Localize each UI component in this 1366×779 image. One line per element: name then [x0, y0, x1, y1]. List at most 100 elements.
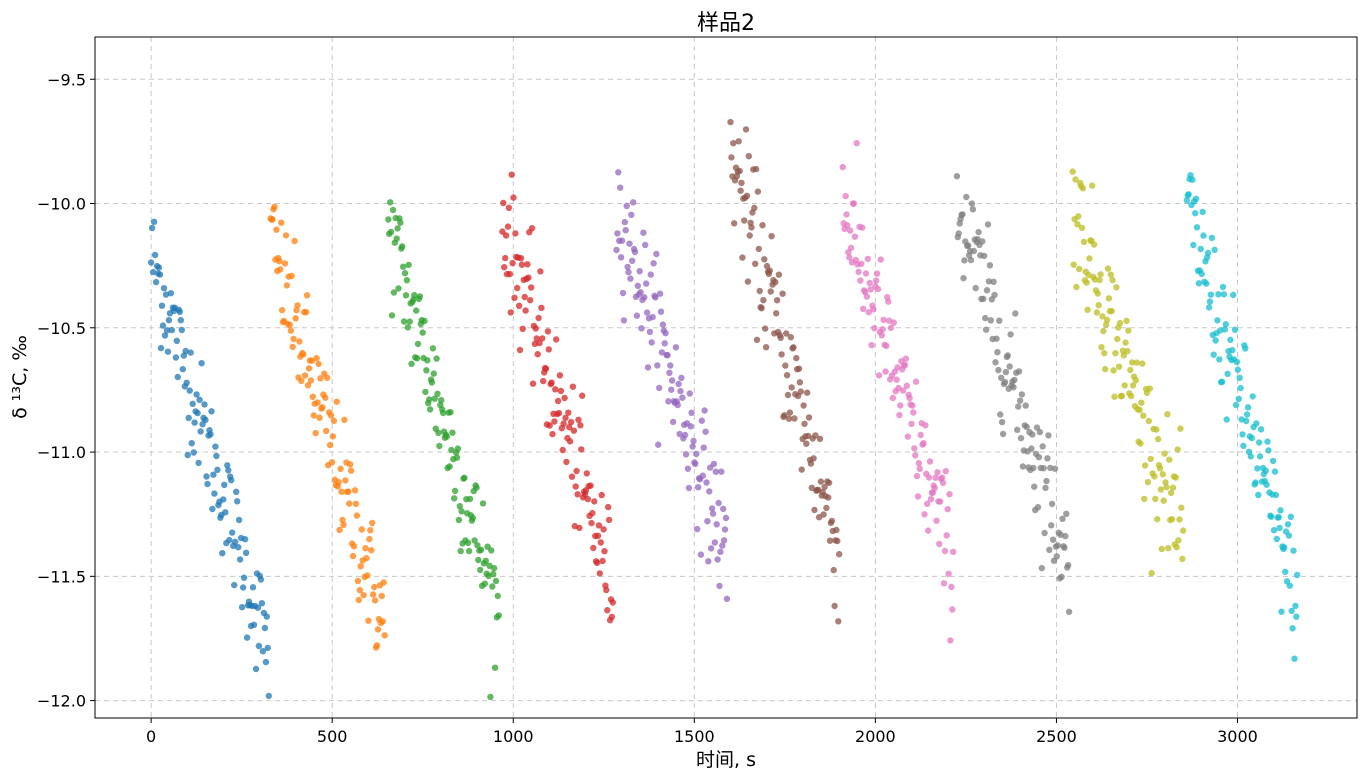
- data-point: [947, 637, 954, 644]
- data-point: [1089, 182, 1096, 189]
- data-point: [447, 409, 454, 416]
- data-point: [1065, 561, 1072, 569]
- data-point: [1030, 464, 1037, 472]
- data-point: [1204, 249, 1212, 257]
- data-point: [510, 194, 517, 201]
- data-point: [1058, 573, 1065, 580]
- data-point: [276, 258, 283, 265]
- data-point: [222, 509, 229, 516]
- data-point: [273, 226, 280, 233]
- data-point: [323, 427, 330, 435]
- data-point: [887, 324, 895, 332]
- data-point: [345, 488, 352, 495]
- data-point: [252, 665, 260, 673]
- data-point: [643, 280, 650, 287]
- data-point: [688, 409, 695, 416]
- data-point: [629, 257, 636, 264]
- data-point: [538, 304, 545, 311]
- data-point: [847, 227, 854, 234]
- data-point: [210, 471, 217, 478]
- data-point: [1075, 213, 1082, 220]
- data-point: [301, 372, 309, 379]
- data-point: [152, 278, 160, 286]
- x-axis-label: 时间, s: [696, 749, 756, 771]
- data-point: [990, 278, 997, 285]
- data-point: [428, 379, 436, 386]
- data-point: [1034, 504, 1042, 511]
- data-point: [1293, 613, 1300, 620]
- data-point: [934, 469, 941, 476]
- data-point: [601, 548, 608, 555]
- data-point: [720, 505, 727, 512]
- data-point: [162, 291, 170, 298]
- data-point: [912, 452, 919, 459]
- data-point: [379, 618, 386, 625]
- data-point: [637, 289, 644, 296]
- data-point: [457, 547, 464, 555]
- data-point: [1139, 360, 1146, 367]
- data-point: [692, 460, 699, 467]
- data-point: [458, 508, 465, 515]
- data-point: [707, 545, 715, 552]
- data-point: [303, 292, 311, 299]
- data-point: [1264, 438, 1271, 445]
- data-point: [477, 546, 485, 553]
- data-point: [1113, 284, 1120, 291]
- data-point: [1190, 241, 1197, 249]
- plot-area-frame: [94, 36, 1358, 719]
- data-point: [1163, 483, 1170, 491]
- data-point: [551, 418, 558, 425]
- data-point: [254, 604, 262, 611]
- data-point: [933, 517, 940, 524]
- data-point: [801, 420, 808, 427]
- data-point: [659, 321, 667, 328]
- data-point: [309, 393, 316, 400]
- data-point: [315, 360, 322, 368]
- data-point: [654, 362, 661, 369]
- data-point: [968, 200, 976, 207]
- data-point: [847, 244, 855, 252]
- data-point: [875, 372, 883, 379]
- data-point: [1229, 347, 1236, 354]
- data-point: [752, 260, 759, 267]
- data-point: [684, 465, 692, 472]
- data-point: [1047, 464, 1054, 472]
- data-point: [1203, 280, 1210, 287]
- data-point: [762, 344, 770, 351]
- data-point: [797, 388, 804, 395]
- data-point: [177, 317, 184, 324]
- data-point: [853, 139, 860, 147]
- data-point: [1237, 384, 1244, 392]
- data-point: [1286, 582, 1294, 589]
- data-point: [1012, 310, 1019, 317]
- data-point: [851, 233, 859, 240]
- data-point: [186, 387, 193, 394]
- data-point: [1063, 510, 1070, 517]
- data-point: [172, 354, 180, 361]
- data-point: [293, 307, 300, 314]
- data-point: [544, 328, 552, 335]
- data-point: [961, 257, 968, 264]
- data-point: [711, 539, 718, 546]
- data-point: [866, 279, 873, 287]
- data-point: [492, 577, 500, 585]
- data-point: [1287, 513, 1295, 520]
- data-point: [648, 339, 655, 346]
- data-point: [617, 184, 624, 191]
- data-point: [803, 440, 810, 447]
- data-point: [1125, 327, 1132, 334]
- data-point: [1098, 344, 1105, 351]
- data-point: [817, 478, 825, 485]
- data-point: [370, 591, 377, 598]
- data-point: [517, 255, 525, 262]
- data-point: [1146, 385, 1154, 392]
- data-point: [491, 664, 499, 671]
- data-point: [565, 409, 572, 416]
- data-point: [147, 259, 155, 266]
- data-point: [1070, 261, 1077, 268]
- data-point: [1255, 491, 1262, 499]
- data-point: [506, 270, 513, 278]
- data-point: [738, 179, 745, 187]
- data-point: [1016, 397, 1024, 404]
- data-point: [1244, 404, 1252, 411]
